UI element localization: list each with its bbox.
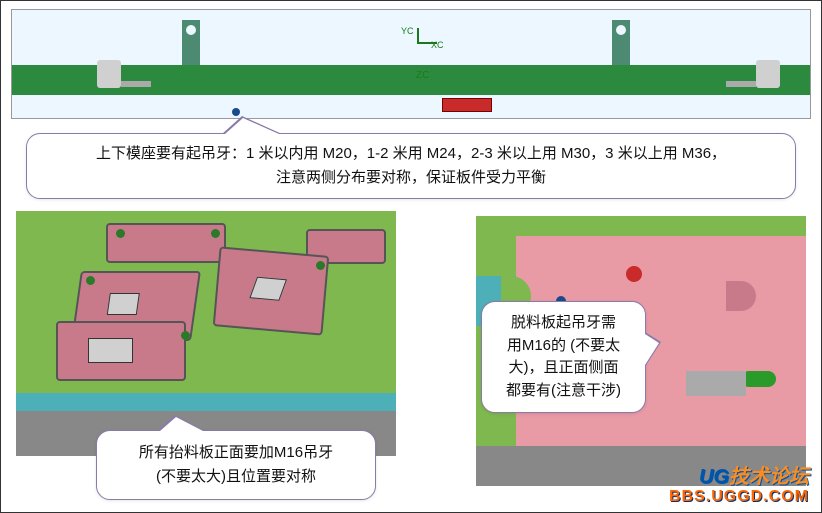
top-cad-view: X YC XC ZC xyxy=(11,9,811,119)
callout-line: (不要太大)且位置要对称 xyxy=(111,465,361,489)
hole-red xyxy=(626,266,642,282)
callout-line: 所有抬料板正面要加M16吊牙 xyxy=(111,441,361,465)
watermark-url: BBS.UGGD.COM xyxy=(669,488,809,506)
clamp-left xyxy=(97,60,151,93)
watermark: UG技术论坛 BBS.UGGD.COM xyxy=(669,466,809,506)
gray-block xyxy=(686,371,746,396)
callout-line: 脱料板起吊牙需 xyxy=(494,312,633,335)
cyan-strip xyxy=(16,393,396,411)
clamp-right xyxy=(726,60,780,93)
callout-line: 大)，且正面侧面 xyxy=(494,357,633,380)
watermark-brand-prefix: UG xyxy=(699,466,729,488)
center-component xyxy=(442,98,492,112)
lifting-tab-right xyxy=(612,20,630,70)
lifting-tab-left xyxy=(182,20,200,70)
main-callout: 上下模座要有起吊牙：1 米以内用 M20，1-2 米用 M24，2-3 米以上用… xyxy=(26,133,796,199)
bottom-left-callout: 所有抬料板正面要加M16吊牙 (不要太大)且位置要对称 xyxy=(96,430,376,500)
bottom-right-callout: 脱料板起吊牙需 用M16的 (不要太 大)，且正面侧面 都要有(注意干涉) xyxy=(481,301,646,413)
bottom-left-cad-view xyxy=(16,211,396,456)
plate xyxy=(56,321,186,381)
plate xyxy=(106,223,226,263)
callout-line: 注意两侧分布要对称，保证板件受力平衡 xyxy=(41,166,781,190)
callout-line: 都要有(注意干涉) xyxy=(494,380,633,403)
callout-line: 用M16的 (不要太 xyxy=(494,335,633,358)
yc-axis-label: YC xyxy=(401,26,414,36)
callout-pointer-dot xyxy=(232,108,240,116)
plate xyxy=(213,246,330,335)
callout-line: 上下模座要有起吊牙：1 米以内用 M20，1-2 米用 M24，2-3 米以上用… xyxy=(41,142,781,166)
watermark-brand-suffix: 技术论坛 xyxy=(729,466,809,488)
zc-axis-label: ZC xyxy=(416,70,429,81)
